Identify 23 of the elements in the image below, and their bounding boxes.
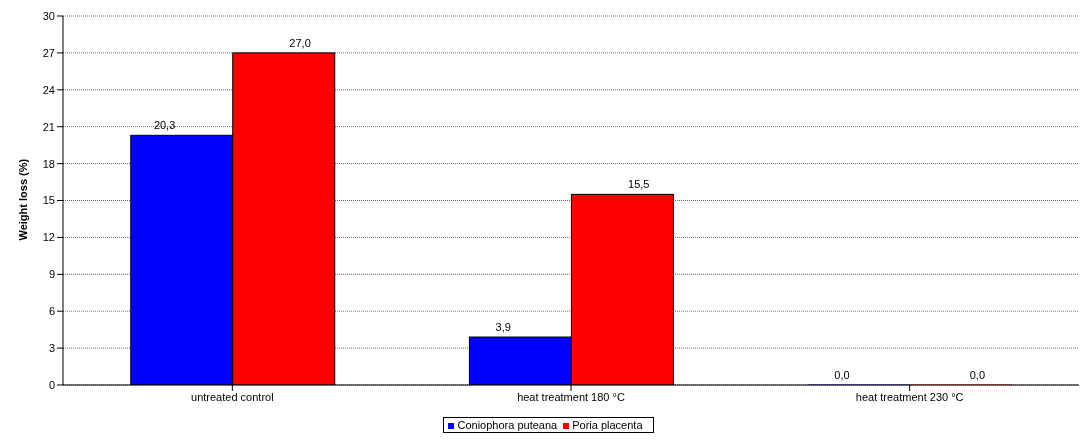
x-tick-label: heat treatment 230 °C — [855, 390, 964, 403]
y-tick-label: 27 — [42, 46, 55, 59]
y-tick-label: 0 — [48, 378, 55, 391]
y-tick-label: 18 — [42, 157, 55, 170]
x-tick-label: heat treatment 180 °C — [517, 390, 625, 403]
y-tick-label: 21 — [42, 120, 55, 133]
y-tick-label: 24 — [42, 83, 55, 96]
y-tick-label: 9 — [48, 268, 55, 281]
data-label: 0,0 — [834, 369, 850, 381]
data-label: 3,9 — [495, 321, 511, 334]
y-tick-label: 15 — [42, 194, 55, 207]
legend-label: Coniophora puteana — [456, 419, 558, 431]
y-axis-title: Weight loss (%) — [16, 158, 29, 241]
y-tick-label: 6 — [48, 305, 55, 318]
y-tick-label: 30 — [42, 9, 55, 22]
data-label: 0,0 — [969, 369, 986, 381]
data-label: 20,3 — [153, 119, 176, 132]
y-tick-label: 3 — [48, 342, 55, 355]
data-label: 15,5 — [628, 178, 650, 191]
legend-label: Poria placenta — [571, 419, 643, 431]
y-tick-label: 12 — [42, 231, 55, 244]
data-label: 27,0 — [289, 36, 311, 49]
x-tick-label: untreated control — [191, 390, 274, 403]
